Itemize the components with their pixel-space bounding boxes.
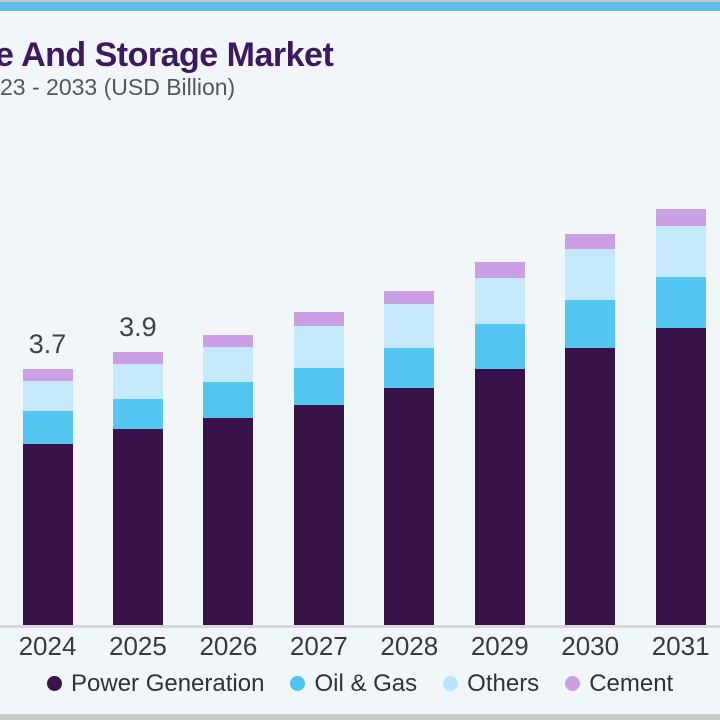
bar-2029-segment-power-generation: [474, 369, 525, 626]
bar-2025-segment-oil-gas: [112, 398, 163, 430]
bar-2028: [384, 290, 435, 626]
x-axis-label-2029: 2029: [470, 631, 529, 661]
legend-dot-others: [443, 676, 459, 691]
window-top-edge: [0, 0, 720, 2]
bar-2026-segment-others: [203, 346, 254, 383]
bar-2028-segment-others: [384, 304, 435, 349]
x-axis-label-2027: 2027: [289, 631, 348, 661]
bar-2024: [22, 369, 73, 626]
bar-2028-segment-cement: [384, 290, 435, 305]
legend-dot-cement: [565, 676, 581, 691]
x-axis-labels: 2024 2025 2026 2027 2028 2029 2030 2031: [0, 631, 720, 661]
x-axis-label-2030: 2030: [561, 631, 620, 661]
bar-2024-segment-power-generation: [22, 444, 73, 626]
bar-2027-segment-others: [293, 325, 344, 368]
bar-2030-segment-cement: [565, 234, 616, 249]
bar-2024-value-label: 3.7: [28, 329, 67, 360]
legend-label-others: Others: [467, 669, 540, 697]
bar-2031-segment-oil-gas: [655, 276, 706, 328]
bar-2026-segment-power-generation: [203, 418, 254, 626]
bar-2026-segment-cement: [203, 334, 254, 347]
bar-2024-segment-others: [22, 381, 73, 412]
bar-2029-segment-others: [474, 278, 525, 325]
bar-2029: [474, 262, 525, 626]
bar-2026: [203, 334, 254, 626]
bar-2028-segment-power-generation: [384, 388, 435, 626]
x-axis-label-2025: 2025: [109, 631, 167, 661]
x-axis-label-2024: 2024: [18, 631, 77, 661]
bar-2027-segment-cement: [293, 312, 344, 326]
bar-2031-segment-others: [655, 225, 706, 277]
bar-2024-segment-cement: [22, 369, 73, 382]
bar-2025-segment-cement: [112, 352, 163, 364]
bar-2030-segment-others: [565, 248, 616, 300]
bar-2026-segment-oil-gas: [203, 382, 254, 419]
legend-label-cement: Cement: [589, 669, 674, 697]
bar-2030: [565, 234, 616, 626]
x-axis-label-2031: 2031: [651, 631, 710, 661]
stacked-bar-chart: 3.7 3.9: [22, 208, 706, 626]
chart-legend: Power Generation Oil & Gas Others Cement: [47, 669, 673, 698]
x-axis-label-2028: 2028: [380, 631, 439, 661]
x-axis-line: [0, 625, 720, 628]
page-subtitle: 23 - 2033 (USD Billion): [0, 74, 236, 100]
bar-2031: [655, 208, 706, 626]
legend-label-power-generation: Power Generation: [71, 669, 265, 697]
legend-item-cement: Cement: [565, 670, 673, 698]
page-title: e And Storage Market: [0, 36, 334, 74]
bar-2030-segment-power-generation: [565, 348, 616, 626]
legend-dot-oil-gas: [290, 676, 306, 691]
window-bottom-edge: [0, 714, 720, 720]
bar-2029-segment-oil-gas: [474, 324, 525, 370]
bar-2031-segment-cement: [655, 208, 706, 226]
bar-2025-segment-others: [112, 363, 163, 399]
bar-2025-value-label: 3.9: [119, 312, 157, 343]
bar-2025: [112, 352, 163, 626]
legend-item-power-generation: Power Generation: [47, 670, 264, 698]
legend-dot-power-generation: [47, 676, 62, 691]
x-axis-label-2026: 2026: [199, 631, 258, 661]
legend-item-oil-gas: Oil & Gas: [290, 670, 417, 698]
legend-label-oil-gas: Oil & Gas: [314, 669, 418, 697]
bar-2030-segment-oil-gas: [565, 299, 616, 349]
bar-2027-segment-oil-gas: [293, 367, 344, 405]
legend-item-others: Others: [443, 670, 539, 698]
bar-2025-segment-power-generation: [112, 429, 163, 626]
bar-2027-segment-power-generation: [293, 404, 344, 626]
bar-2024-segment-oil-gas: [22, 411, 73, 444]
bar-2027: [293, 312, 344, 626]
bar-2031-segment-power-generation: [655, 327, 706, 626]
bar-2029-segment-cement: [474, 262, 525, 279]
bar-2028-segment-oil-gas: [384, 348, 435, 388]
top-accent-stripe: [0, 2, 720, 11]
